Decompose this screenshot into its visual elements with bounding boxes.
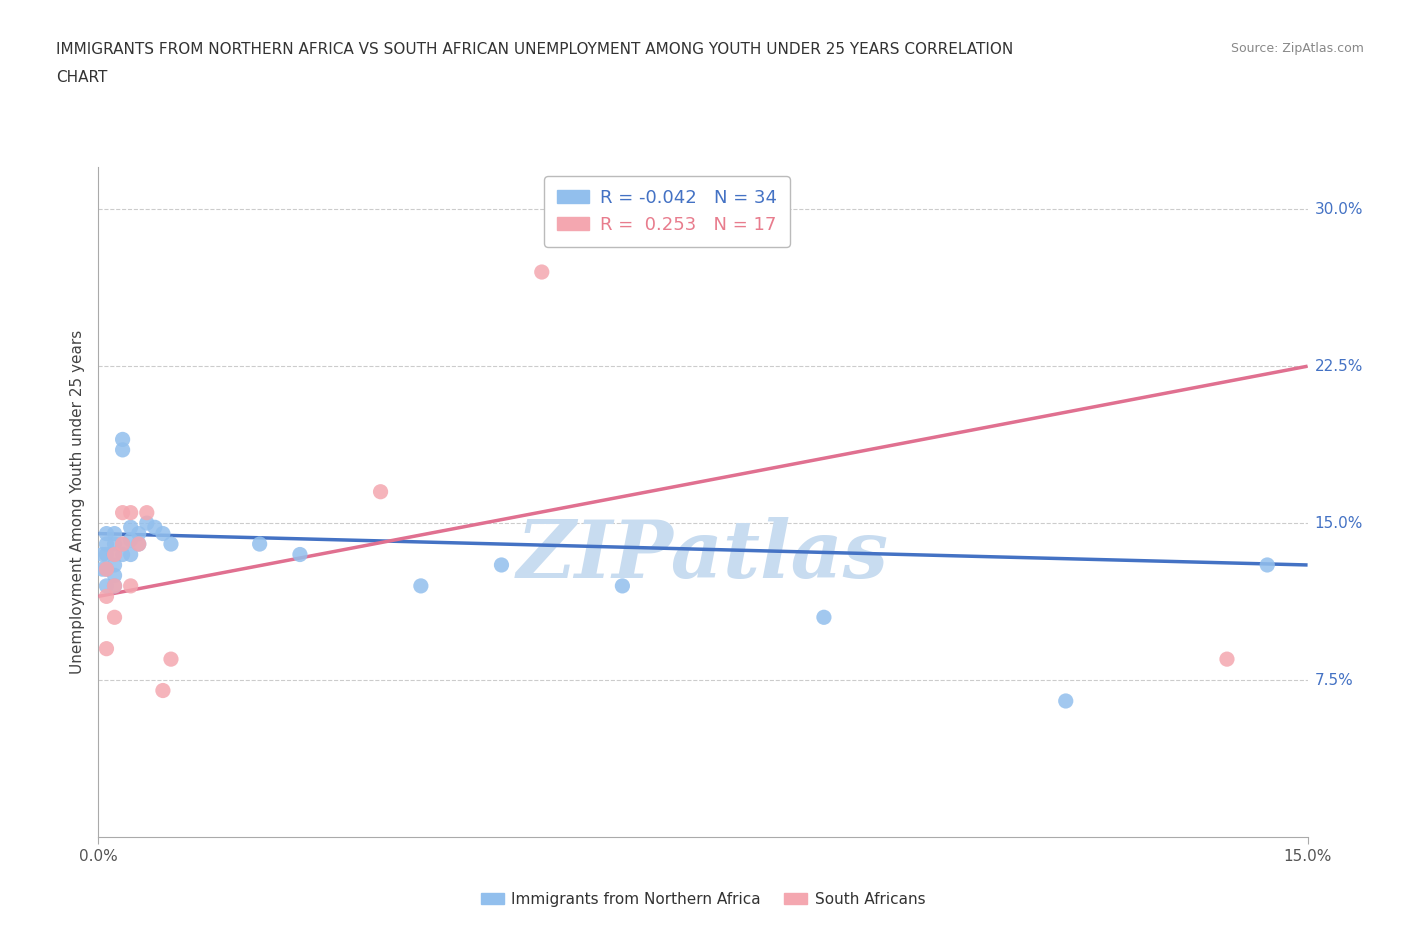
Point (530, 265, 553, 280)
Text: IMMIGRANTS FROM NORTHERN AFRICA VS SOUTH AFRICAN UNEMPLOYMENT AMONG YOUTH UNDER : IMMIGRANTS FROM NORTHERN AFRICA VS SOUTH… (56, 42, 1014, 57)
Text: 22.5%: 22.5% (1315, 359, 1362, 374)
Point (135, 505, 157, 520)
Point (813, 610, 835, 625)
Text: 30.0%: 30.0% (1315, 202, 1362, 217)
Y-axis label: Unemployment Among Youth under 25 years: Unemployment Among Youth under 25 years (69, 330, 84, 674)
Point (96, 562, 118, 577)
Point (128, 526, 150, 541)
Point (111, 432, 134, 447)
Point (111, 505, 134, 520)
Text: ZIPatlas: ZIPatlas (517, 517, 889, 594)
Point (1256, 558, 1278, 573)
Point (128, 537, 150, 551)
Point (111, 547, 134, 562)
Point (96, 562, 118, 577)
Point (103, 547, 125, 562)
Point (103, 558, 125, 573)
Point (103, 578, 125, 593)
Point (152, 526, 174, 541)
Point (120, 578, 142, 593)
Point (96, 589, 118, 604)
Point (491, 558, 513, 573)
Point (96, 547, 118, 562)
Point (409, 578, 432, 593)
Point (143, 520, 166, 535)
Point (120, 547, 142, 562)
Point (128, 537, 150, 551)
Point (96, 537, 118, 551)
Point (612, 578, 634, 593)
Point (103, 610, 125, 625)
Text: 7.5%: 7.5% (1315, 672, 1354, 687)
Point (120, 532, 142, 547)
Point (120, 505, 142, 520)
Point (370, 485, 392, 499)
Point (111, 443, 134, 458)
Point (152, 683, 174, 698)
Point (103, 578, 125, 593)
Text: Source: ZipAtlas.com: Source: ZipAtlas.com (1230, 42, 1364, 55)
Legend: R = -0.042   N = 34, R =  0.253   N = 17: R = -0.042 N = 34, R = 0.253 N = 17 (544, 177, 790, 246)
Point (135, 516, 157, 531)
Legend: Immigrants from Northern Africa, South Africans: Immigrants from Northern Africa, South A… (475, 886, 931, 913)
Point (120, 520, 142, 535)
Point (96, 526, 118, 541)
Point (91, 547, 114, 562)
Point (103, 568, 125, 583)
Text: 15.0%: 15.0% (1315, 515, 1362, 531)
Point (96, 578, 118, 593)
Point (111, 537, 134, 551)
Point (103, 537, 125, 551)
Point (160, 652, 183, 667)
Text: CHART: CHART (56, 70, 108, 85)
Point (91, 562, 114, 577)
Point (111, 537, 134, 551)
Point (103, 526, 125, 541)
Point (96, 642, 118, 657)
Point (160, 537, 183, 551)
Point (103, 547, 125, 562)
Point (1054, 694, 1077, 709)
Point (249, 537, 271, 551)
Point (1216, 652, 1239, 667)
Point (288, 547, 311, 562)
